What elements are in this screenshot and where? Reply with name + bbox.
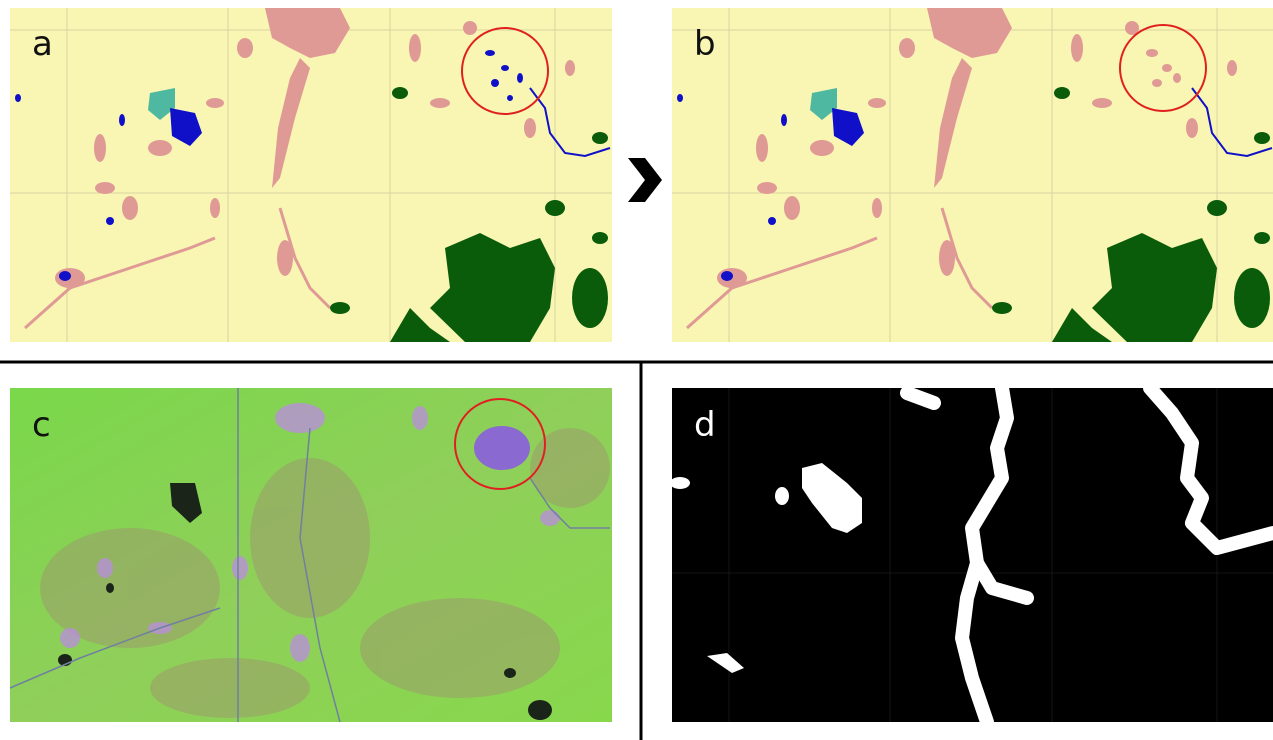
arrow [628,158,662,202]
figure: a b [0,0,1273,740]
panel-label: a [32,24,53,64]
map-d [670,388,1273,722]
panel-label: b [694,24,716,64]
map-b [672,8,1273,342]
panel-label: d [694,405,716,445]
map-c [10,388,612,722]
map-a [10,8,612,342]
panel-label: c [32,405,51,445]
